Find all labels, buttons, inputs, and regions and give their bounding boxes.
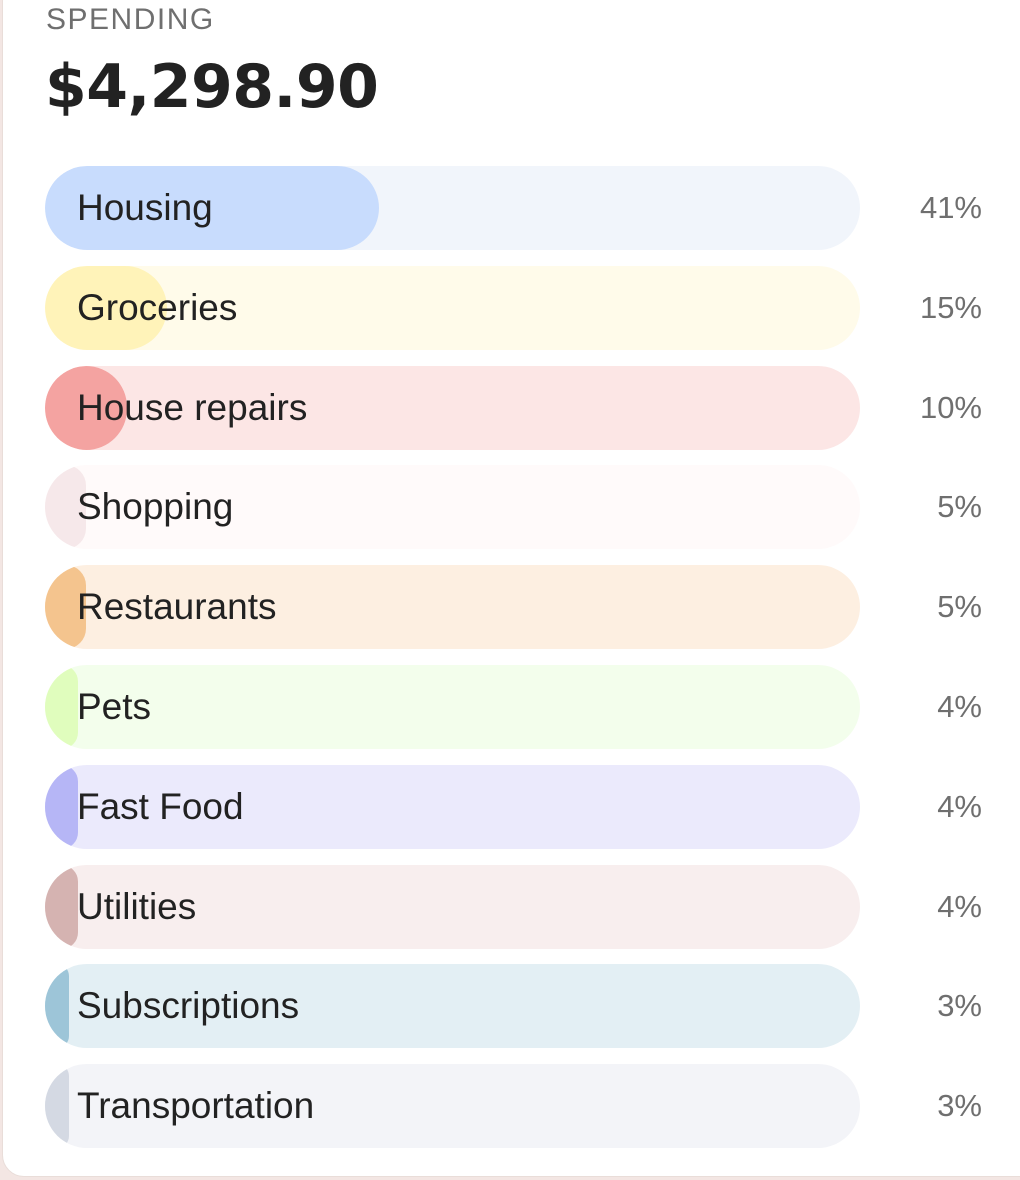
spending-label: SPENDING: [46, 3, 215, 36]
category-name: Restaurants: [77, 586, 277, 628]
spending-total: $4,298.90: [45, 52, 379, 122]
category-row-utilities[interactable]: Utilities 4%: [45, 864, 990, 949]
category-name: Transportation: [77, 1085, 315, 1127]
category-row-fast-food[interactable]: Fast Food 4%: [45, 764, 990, 849]
category-percent: 5%: [937, 589, 982, 625]
category-fill: [45, 864, 78, 949]
category-fill: [45, 565, 86, 650]
category-row-groceries[interactable]: Groceries 15%: [45, 265, 990, 350]
category-fill: [45, 964, 70, 1049]
category-row-house-repairs[interactable]: House repairs 10%: [45, 365, 990, 450]
category-track: [45, 964, 860, 1049]
category-fill: [45, 166, 380, 250]
category-name: Subscriptions: [77, 985, 300, 1027]
category-percent: 4%: [937, 788, 982, 824]
category-fill: [45, 265, 168, 350]
category-fill: [45, 764, 78, 849]
category-track: [45, 664, 860, 749]
category-track: [45, 864, 860, 949]
category-track: [45, 166, 860, 250]
category-name: Shopping: [77, 486, 234, 528]
category-track: [45, 764, 860, 849]
category-fill: [45, 1064, 70, 1149]
category-percent: 41%: [919, 190, 982, 225]
category-name: Groceries: [77, 286, 238, 328]
category-percent: 3%: [937, 1088, 982, 1124]
category-row-pets[interactable]: Pets 4%: [45, 664, 990, 749]
category-fill: [45, 664, 78, 749]
category-percent: 10%: [919, 389, 982, 425]
category-row-housing[interactable]: Housing 41%: [45, 166, 990, 250]
category-row-restaurants[interactable]: Restaurants 5%: [45, 565, 990, 650]
category-percent: 4%: [937, 688, 982, 724]
category-track: [45, 1064, 860, 1149]
category-list: Housing 41% Groceries 15% House repairs …: [45, 166, 990, 1164]
category-track: [45, 465, 860, 550]
category-percent: 4%: [937, 888, 982, 924]
category-name: Fast Food: [77, 785, 244, 827]
category-row-shopping[interactable]: Shopping 5%: [45, 465, 990, 550]
category-row-subscriptions[interactable]: Subscriptions 3%: [45, 964, 990, 1049]
category-percent: 3%: [937, 988, 982, 1024]
category-name: Utilities: [77, 885, 197, 927]
category-percent: 5%: [937, 489, 982, 525]
category-name: Housing: [77, 187, 213, 228]
category-percent: 15%: [919, 289, 982, 325]
category-fill: [45, 365, 127, 450]
category-fill: [45, 465, 86, 550]
category-row-transportation[interactable]: Transportation 3%: [45, 1064, 990, 1149]
category-track: [45, 365, 860, 450]
category-track: [45, 565, 860, 650]
category-track: [45, 265, 860, 350]
category-name: House repairs: [77, 386, 308, 428]
category-name: Pets: [77, 685, 152, 727]
